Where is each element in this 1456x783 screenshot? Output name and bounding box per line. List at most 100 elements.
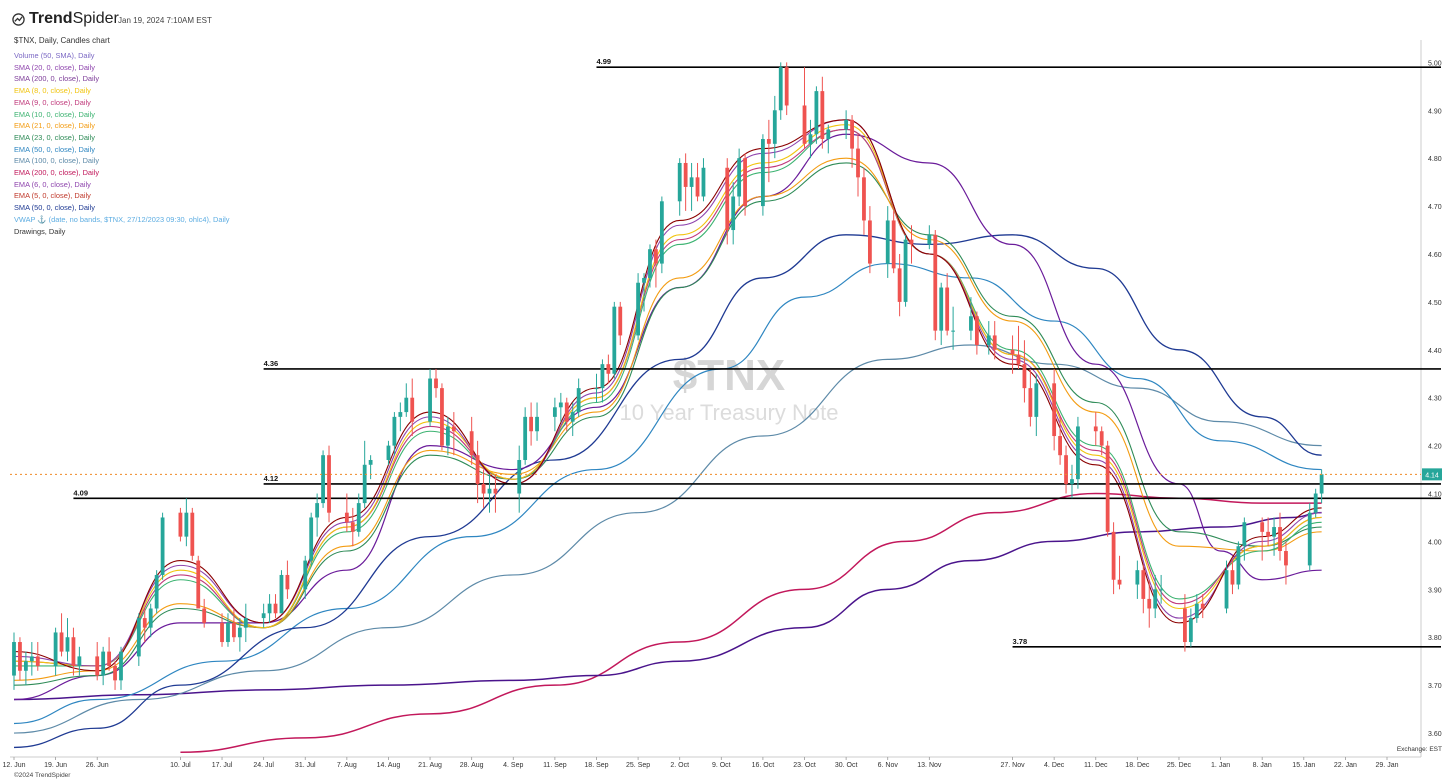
indicator-line-ema-9 <box>13 128 1322 667</box>
candle-body <box>1111 531 1116 580</box>
legend-item[interactable]: SMA (50, 0, close), Daily <box>14 203 95 213</box>
candle-body <box>529 416 534 432</box>
candle-body <box>344 512 349 523</box>
candle-body <box>897 268 902 302</box>
candle-body <box>469 431 474 456</box>
y-tick-label: 4.20 <box>1428 444 1442 451</box>
candle-body <box>148 608 153 628</box>
candle-body <box>564 402 569 422</box>
legend-item[interactable]: EMA (200, 0, close), Daily <box>14 168 100 178</box>
indicator-line-ema-10 <box>13 128 1322 667</box>
candle-body <box>487 488 492 494</box>
candle-body <box>1236 546 1241 585</box>
candle-body <box>772 110 777 144</box>
candle-body <box>65 637 70 652</box>
candle-body <box>273 603 278 614</box>
last-price-label: 4.14 <box>1425 472 1439 479</box>
candle-body <box>1183 608 1187 643</box>
candle-body <box>517 459 522 494</box>
legend-item[interactable]: EMA (23, 0, close), Daily <box>14 132 95 142</box>
x-tick-label: 15. Jan <box>1292 762 1315 769</box>
candle-body <box>142 618 147 628</box>
y-tick-label: 5.00 <box>1428 60 1442 67</box>
legend-item[interactable]: EMA (9, 0, close), Daily <box>14 97 91 107</box>
symbol-title[interactable]: $TNX, Daily, Candles chart <box>14 36 110 45</box>
candle-body <box>933 234 938 331</box>
legend-item[interactable]: SMA (20, 0, close), Daily <box>14 62 95 72</box>
candle-body <box>802 105 807 144</box>
candle-body <box>820 91 825 140</box>
candle-body <box>1093 426 1098 432</box>
y-tick-label: 4.60 <box>1428 252 1442 259</box>
legend-item[interactable]: EMA (6, 0, close), Daily <box>14 179 91 189</box>
candle-body <box>909 239 914 245</box>
candle-body <box>1224 570 1229 609</box>
candle-body <box>1307 512 1312 566</box>
x-tick-label: 26. Jun <box>86 762 109 769</box>
level-label: 4.36 <box>264 359 279 368</box>
x-tick-label: 28. Aug <box>460 762 484 769</box>
x-tick-label: 11. Sep <box>543 762 567 769</box>
candle-body <box>737 158 742 197</box>
y-tick-label: 4.90 <box>1428 108 1442 115</box>
candle-body <box>119 651 123 681</box>
candle-body <box>136 618 141 657</box>
x-tick-label: 27. Nov <box>1000 762 1025 769</box>
legend-item[interactable]: EMA (21, 0, close), Daily <box>14 121 95 131</box>
candle-body <box>451 426 456 432</box>
legend-item[interactable]: EMA (100, 0, close), Daily <box>14 156 100 166</box>
legend-item[interactable]: Drawings, Daily <box>14 226 66 236</box>
legend-item[interactable]: EMA (10, 0, close), Daily <box>14 109 95 119</box>
candle-body <box>1016 354 1021 365</box>
legend-item[interactable]: Volume (50, SMA), Daily <box>14 51 95 60</box>
x-tick-label: 16. Oct <box>752 762 775 769</box>
candle-body <box>1272 527 1276 537</box>
legend-item[interactable]: EMA (8, 0, close), Daily <box>14 86 91 96</box>
y-tick-label: 3.70 <box>1428 683 1442 690</box>
candle-body <box>618 306 623 336</box>
candle-body <box>101 651 106 676</box>
y-tick-label: 4.50 <box>1428 300 1442 307</box>
legend-item[interactable]: SMA (200, 0, close), Daily <box>14 74 100 84</box>
watermark-symbol: $TNX <box>673 351 785 400</box>
candle-body <box>683 162 688 187</box>
candle-body <box>1278 527 1282 552</box>
candle-body <box>267 603 272 614</box>
x-tick-label: 7. Aug <box>337 762 357 769</box>
candle-body <box>53 632 58 666</box>
indicator-line-sma-50 <box>13 234 1322 749</box>
candle-body <box>107 651 111 666</box>
candle-body <box>226 622 230 643</box>
x-tick-label: 1. Jan <box>1211 762 1230 769</box>
candle-body <box>356 503 361 532</box>
legend-item[interactable]: VWAP ⚓ (date, no bands, $TNX, 27/12/2023… <box>14 214 230 224</box>
y-tick-label: 4.80 <box>1428 156 1442 163</box>
candle-body <box>1070 479 1074 484</box>
candle-body <box>570 412 575 422</box>
x-tick-label: 10. Jul <box>170 762 191 769</box>
candle-body <box>1034 383 1039 417</box>
candle-body <box>350 522 355 532</box>
candle-body <box>18 642 22 671</box>
x-tick-label: 31. Jul <box>295 762 316 769</box>
watermark-name: 10 Year Treasury Note <box>620 400 839 425</box>
candle-body <box>1147 598 1152 609</box>
y-tick-label: 4.10 <box>1428 492 1442 499</box>
legend-item[interactable]: EMA (50, 0, close), Daily <box>14 144 95 154</box>
candle-body <box>71 637 76 666</box>
legend-item[interactable]: EMA (5, 0, close), Daily <box>14 191 91 201</box>
candle-body <box>1313 493 1318 513</box>
candle-body <box>992 335 997 350</box>
candle-body <box>778 67 783 111</box>
level-label: 4.12 <box>264 474 279 483</box>
candle-body <box>951 330 956 332</box>
x-tick-label: 25. Sep <box>626 762 650 769</box>
candle-body <box>440 388 444 446</box>
x-tick-label: 21. Aug <box>418 762 442 769</box>
candle-body <box>903 239 908 302</box>
y-tick-label: 3.60 <box>1428 731 1442 738</box>
candle-body <box>600 364 605 389</box>
candle-body <box>891 220 896 269</box>
candle-body <box>612 306 617 374</box>
